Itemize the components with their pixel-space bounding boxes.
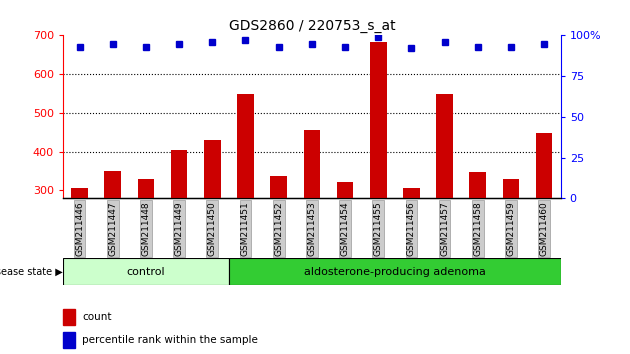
Bar bbox=[63, 309, 76, 325]
Bar bbox=[270, 176, 287, 198]
Text: count: count bbox=[82, 312, 112, 322]
Text: GSM211453: GSM211453 bbox=[307, 201, 316, 256]
Bar bbox=[71, 188, 88, 198]
Text: control: control bbox=[127, 267, 165, 277]
Text: GSM211455: GSM211455 bbox=[374, 201, 382, 256]
Text: GSM211450: GSM211450 bbox=[208, 201, 217, 256]
Text: GSM211446: GSM211446 bbox=[75, 201, 84, 256]
FancyBboxPatch shape bbox=[229, 258, 561, 285]
FancyBboxPatch shape bbox=[63, 258, 229, 285]
Bar bbox=[370, 42, 386, 198]
Text: GSM211448: GSM211448 bbox=[142, 201, 151, 256]
Text: GSM211459: GSM211459 bbox=[507, 201, 515, 256]
Text: aldosterone-producing adenoma: aldosterone-producing adenoma bbox=[304, 267, 486, 277]
Bar bbox=[204, 140, 220, 198]
Text: GSM211460: GSM211460 bbox=[540, 201, 549, 256]
Text: GSM211451: GSM211451 bbox=[241, 201, 250, 256]
Text: GSM211454: GSM211454 bbox=[341, 201, 350, 256]
Text: GSM211458: GSM211458 bbox=[473, 201, 482, 256]
Text: GSM211447: GSM211447 bbox=[108, 201, 117, 256]
Bar bbox=[304, 130, 320, 198]
Bar bbox=[469, 172, 486, 198]
Text: percentile rank within the sample: percentile rank within the sample bbox=[82, 335, 258, 346]
Title: GDS2860 / 220753_s_at: GDS2860 / 220753_s_at bbox=[229, 19, 395, 33]
Bar bbox=[536, 133, 553, 198]
Bar bbox=[336, 182, 353, 198]
Text: GSM211452: GSM211452 bbox=[274, 201, 283, 256]
Text: GSM211456: GSM211456 bbox=[407, 201, 416, 256]
Bar bbox=[403, 188, 420, 198]
Text: disease state ▶: disease state ▶ bbox=[0, 267, 63, 277]
Bar bbox=[63, 332, 76, 348]
Bar bbox=[137, 179, 154, 198]
Bar bbox=[237, 93, 254, 198]
Bar bbox=[171, 150, 188, 198]
Bar bbox=[503, 179, 519, 198]
Text: GSM211449: GSM211449 bbox=[175, 201, 183, 256]
Bar bbox=[105, 171, 121, 198]
Text: GSM211457: GSM211457 bbox=[440, 201, 449, 256]
Bar bbox=[436, 94, 453, 198]
